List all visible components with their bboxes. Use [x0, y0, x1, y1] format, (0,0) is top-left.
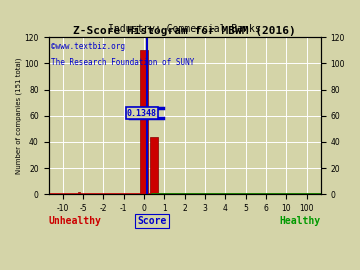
- Text: Score: Score: [137, 216, 167, 226]
- Title: Z-Score Histogram for MBWM (2016): Z-Score Histogram for MBWM (2016): [73, 26, 296, 36]
- Y-axis label: Number of companies (151 total): Number of companies (151 total): [15, 58, 22, 174]
- Text: The Research Foundation of SUNY: The Research Foundation of SUNY: [51, 58, 195, 67]
- Text: Unhealthy: Unhealthy: [49, 216, 102, 226]
- Text: Healthy: Healthy: [280, 216, 321, 226]
- Text: 0.1348: 0.1348: [127, 109, 157, 118]
- Bar: [150, 137, 158, 194]
- Text: ©www.textbiz.org: ©www.textbiz.org: [51, 42, 125, 51]
- Bar: [140, 50, 148, 194]
- Bar: [78, 192, 80, 194]
- Text: Industry: Commercial Banks: Industry: Commercial Banks: [108, 24, 261, 34]
